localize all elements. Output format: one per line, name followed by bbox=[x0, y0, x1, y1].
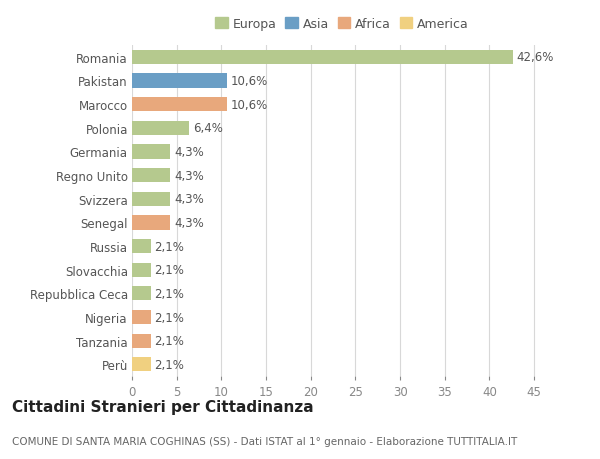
Bar bbox=[132, 358, 151, 372]
Bar bbox=[132, 240, 151, 254]
Bar bbox=[132, 74, 227, 89]
Bar bbox=[132, 122, 189, 135]
Text: 2,1%: 2,1% bbox=[154, 240, 184, 253]
Text: 4,3%: 4,3% bbox=[174, 169, 204, 182]
Text: 4,3%: 4,3% bbox=[174, 193, 204, 206]
Text: 2,1%: 2,1% bbox=[154, 287, 184, 300]
Bar bbox=[132, 287, 151, 301]
Text: 6,4%: 6,4% bbox=[193, 122, 223, 135]
Text: 2,1%: 2,1% bbox=[154, 358, 184, 371]
Bar bbox=[132, 145, 170, 159]
Text: 2,1%: 2,1% bbox=[154, 311, 184, 324]
Legend: Europa, Asia, Africa, America: Europa, Asia, Africa, America bbox=[212, 15, 472, 33]
Bar bbox=[132, 216, 170, 230]
Text: 4,3%: 4,3% bbox=[174, 217, 204, 230]
Text: 10,6%: 10,6% bbox=[230, 98, 268, 112]
Bar bbox=[132, 98, 227, 112]
Bar bbox=[132, 310, 151, 325]
Text: Cittadini Stranieri per Cittadinanza: Cittadini Stranieri per Cittadinanza bbox=[12, 399, 314, 414]
Bar bbox=[132, 334, 151, 348]
Text: 2,1%: 2,1% bbox=[154, 263, 184, 277]
Text: 10,6%: 10,6% bbox=[230, 75, 268, 88]
Text: 42,6%: 42,6% bbox=[516, 51, 554, 64]
Text: 4,3%: 4,3% bbox=[174, 146, 204, 159]
Bar bbox=[132, 168, 170, 183]
Bar bbox=[132, 263, 151, 277]
Text: COMUNE DI SANTA MARIA COGHINAS (SS) - Dati ISTAT al 1° gennaio - Elaborazione TU: COMUNE DI SANTA MARIA COGHINAS (SS) - Da… bbox=[12, 436, 517, 446]
Text: 2,1%: 2,1% bbox=[154, 335, 184, 347]
Bar bbox=[132, 192, 170, 207]
Bar bbox=[132, 50, 512, 65]
